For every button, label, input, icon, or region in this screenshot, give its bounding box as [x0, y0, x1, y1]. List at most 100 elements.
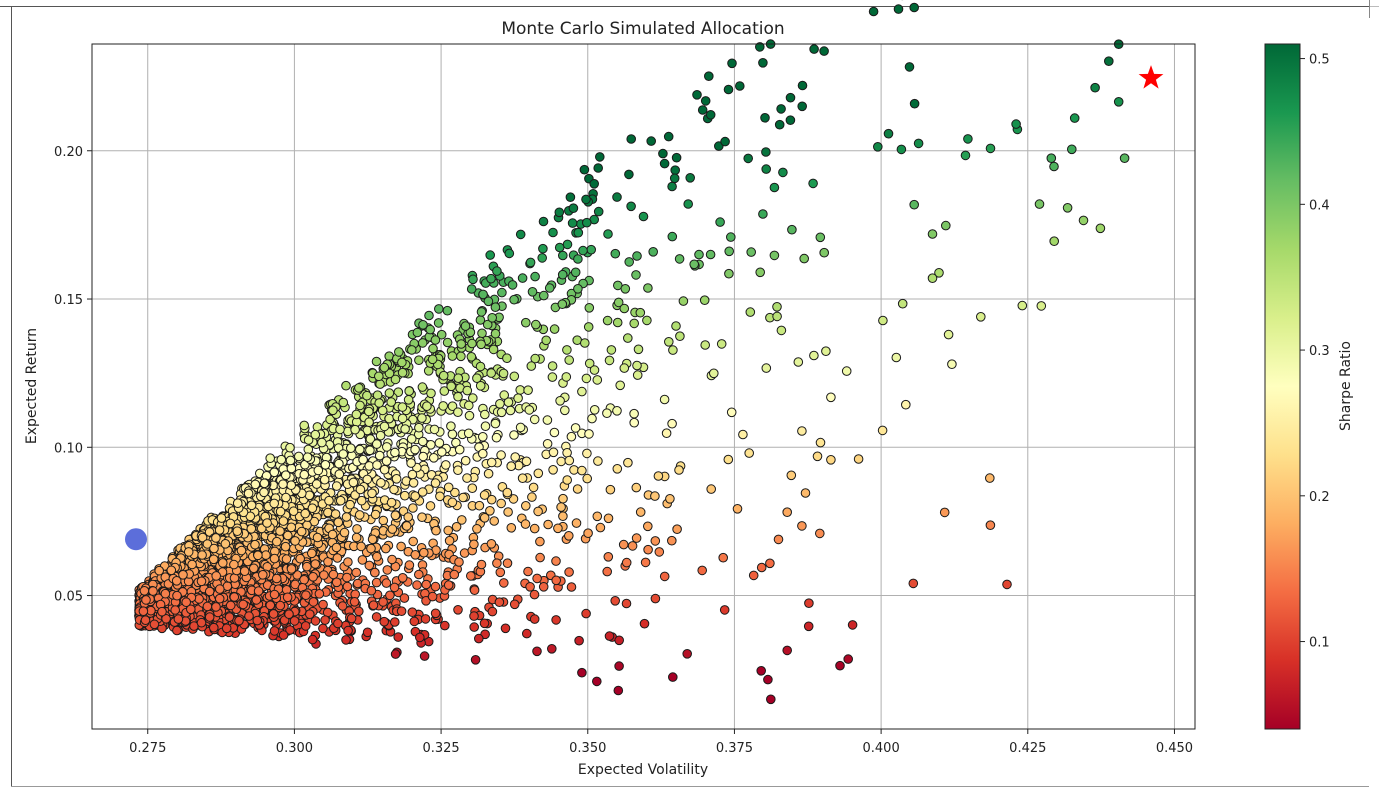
portfolio-point — [496, 498, 507, 509]
portfolio-point — [390, 374, 401, 385]
portfolio-point — [438, 401, 449, 411]
portfolio-point — [262, 518, 272, 528]
portfolio-point — [665, 494, 675, 504]
portfolio-point — [509, 371, 520, 382]
portfolio-point — [283, 530, 293, 541]
portfolio-point — [476, 339, 486, 350]
portfolio-point — [417, 413, 427, 423]
portfolio-point — [639, 618, 650, 629]
portfolio-point — [778, 167, 788, 178]
portfolio-point — [447, 351, 458, 361]
portfolio-point — [221, 623, 232, 634]
portfolio-point — [430, 581, 441, 592]
portfolio-point — [410, 491, 421, 501]
portfolio-point — [454, 557, 464, 567]
portfolio-point — [365, 434, 376, 444]
portfolio-point — [415, 632, 425, 643]
portfolio-point — [612, 464, 623, 474]
portfolio-point — [648, 247, 659, 257]
portfolio-point — [538, 243, 548, 254]
portfolio-point — [303, 435, 314, 445]
portfolio-point — [149, 619, 160, 630]
portfolio-point — [1034, 199, 1045, 209]
portfolio-point — [538, 216, 549, 227]
portfolio-point — [450, 487, 460, 498]
portfolio-point — [567, 218, 578, 228]
portfolio-point — [812, 451, 823, 462]
portfolio-point — [756, 666, 767, 676]
portfolio-point — [664, 337, 674, 347]
portfolio-point — [364, 417, 374, 428]
portfolio-point — [613, 297, 624, 308]
portfolio-point — [934, 268, 944, 278]
colorbar-ticks: 0.1 0.2 0.3 0.4 0.5 — [1300, 53, 1330, 651]
portfolio-point — [705, 249, 716, 260]
portfolio-point — [804, 598, 814, 609]
portfolio-point — [410, 550, 421, 560]
portfolio-point — [419, 547, 429, 558]
portfolio-point — [1036, 301, 1047, 311]
portfolio-point — [643, 544, 653, 555]
portfolio-point — [324, 495, 334, 506]
portfolio-point — [877, 425, 888, 436]
portfolio-point — [529, 414, 540, 425]
portfolio-point — [397, 402, 408, 412]
portfolio-point — [821, 346, 831, 357]
portfolio-point — [667, 231, 678, 242]
portfolio-point — [612, 192, 622, 202]
portfolio-point — [500, 623, 511, 634]
portfolio-point — [1002, 579, 1012, 590]
portfolio-point — [427, 354, 438, 365]
portfolio-point — [499, 578, 509, 588]
portfolio-point — [718, 552, 729, 563]
portfolio-point — [592, 511, 603, 522]
portfolio-point — [494, 597, 505, 608]
special-points-layer — [125, 65, 1164, 551]
portfolio-point — [573, 284, 583, 294]
portfolio-point — [624, 257, 635, 267]
portfolio-point — [342, 581, 353, 592]
portfolio-point — [232, 498, 243, 509]
portfolio-point — [463, 428, 474, 439]
portfolio-point — [841, 366, 852, 376]
portfolio-point — [209, 622, 219, 633]
portfolio-point — [843, 654, 854, 664]
portfolio-point — [785, 115, 796, 125]
portfolio-point — [819, 46, 829, 56]
portfolio-point — [603, 552, 614, 562]
portfolio-point — [470, 655, 481, 665]
portfolio-point — [595, 152, 605, 162]
portfolio-point — [466, 284, 477, 294]
portfolio-point — [302, 452, 313, 463]
portfolio-point — [343, 557, 353, 567]
portfolio-point — [351, 532, 362, 543]
portfolio-point — [386, 397, 397, 407]
portfolio-point — [372, 390, 383, 401]
portfolio-point — [592, 676, 602, 687]
portfolio-point — [314, 589, 325, 599]
portfolio-point — [414, 569, 424, 580]
portfolio-point — [633, 344, 644, 355]
portfolio-point — [943, 329, 954, 340]
portfolio-point — [374, 398, 385, 408]
portfolio-point — [348, 477, 359, 488]
portfolio-point — [265, 453, 276, 464]
portfolio-point — [557, 299, 568, 310]
portfolio-point — [692, 90, 702, 100]
portfolio-point — [430, 335, 441, 345]
portfolio-point — [571, 518, 582, 528]
portfolio-point — [564, 567, 574, 577]
portfolio-point — [483, 468, 494, 479]
y-tick-label: 0.20 — [54, 145, 83, 160]
portfolio-point — [414, 422, 424, 433]
portfolio-point — [769, 250, 780, 261]
portfolio-point — [417, 487, 428, 497]
portfolio-point — [389, 484, 399, 495]
portfolio-point — [761, 147, 771, 157]
portfolio-point — [208, 554, 219, 565]
portfolio-point — [332, 553, 343, 563]
portfolio-point — [896, 144, 907, 155]
portfolio-point — [1011, 119, 1021, 129]
window-frame-bottom — [11, 786, 1369, 787]
portfolio-point — [570, 267, 581, 278]
